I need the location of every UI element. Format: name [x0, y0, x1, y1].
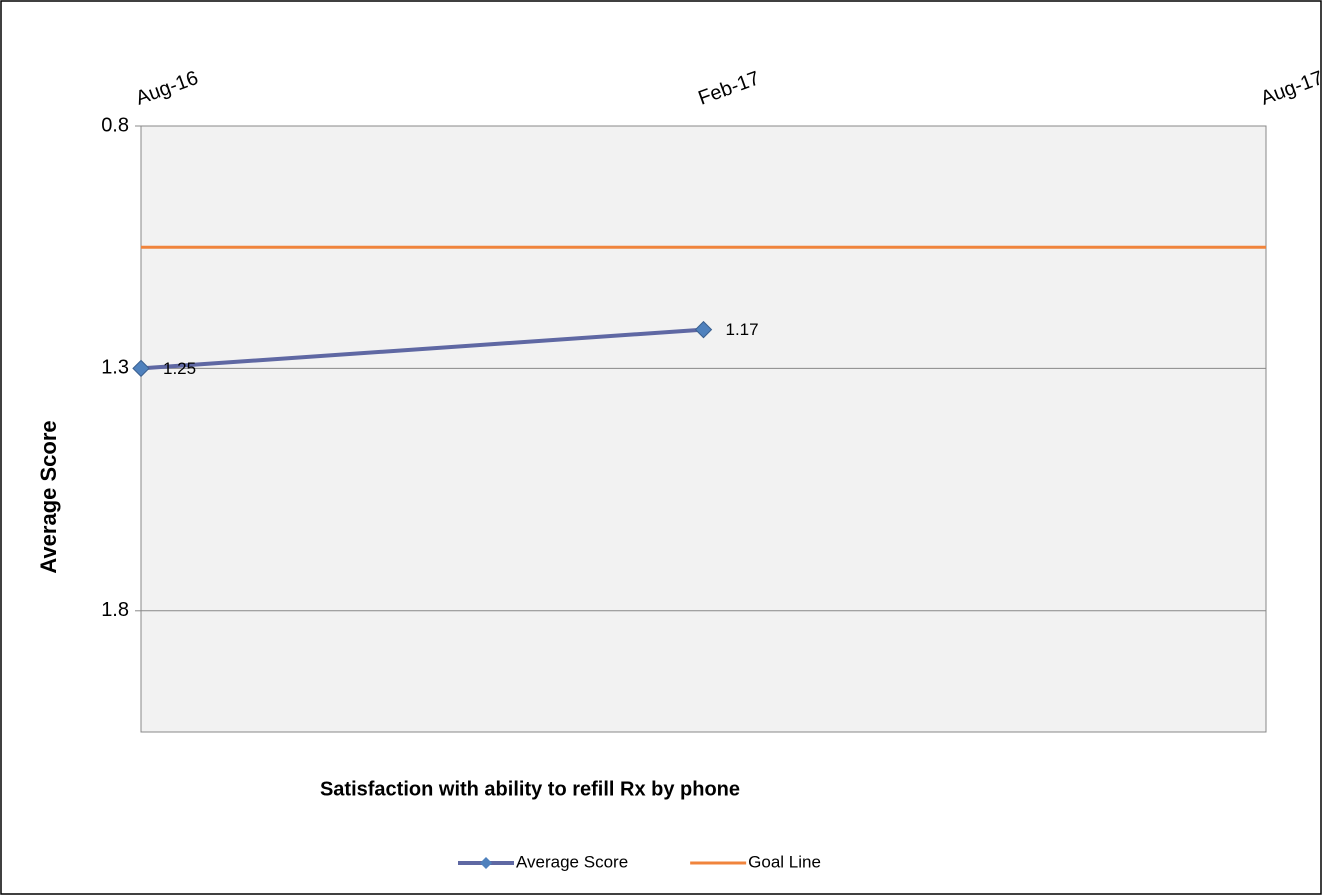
legend-label: Average Score [516, 852, 628, 871]
legend-label: Goal Line [748, 852, 821, 871]
chart-title: Satisfaction with ability to refill Rx b… [320, 778, 740, 800]
data-label: 1.17 [726, 320, 759, 339]
data-point [132, 359, 150, 378]
y-tick-label: 1.3 [101, 357, 129, 379]
data-point [694, 320, 713, 339]
y-tick-label: 1.8 [101, 599, 129, 621]
data-label: 1.25 [163, 359, 196, 378]
legend-marker [480, 857, 492, 869]
series-line [140, 327, 704, 371]
y-tick-label: 0.8 [101, 114, 129, 136]
plot-area [140, 125, 1267, 733]
y-axis-label: Average Score [36, 420, 61, 573]
